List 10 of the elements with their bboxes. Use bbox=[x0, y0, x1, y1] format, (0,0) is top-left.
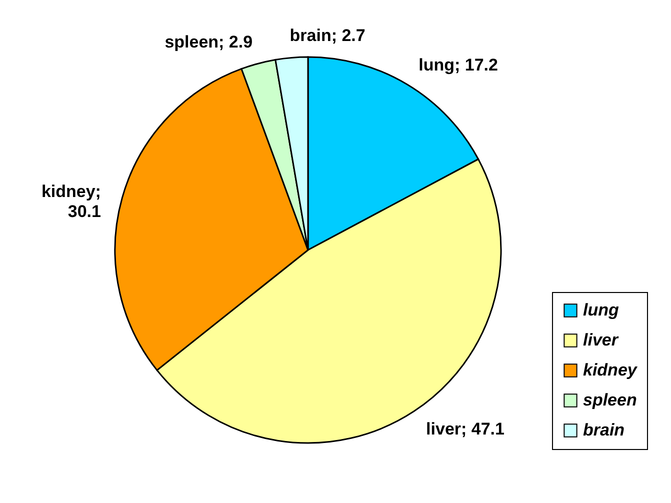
data-label: spleen; 2.9 bbox=[164, 32, 253, 52]
legend-label: spleen bbox=[583, 390, 637, 410]
data-label: kidney; 30.1 bbox=[41, 182, 101, 221]
legend-label: liver bbox=[583, 330, 620, 350]
data-label: liver; 47.1 bbox=[426, 420, 504, 439]
data-label: brain; 2.7 bbox=[290, 26, 366, 45]
legend-label: lung bbox=[583, 300, 620, 320]
legend-label: kidney bbox=[583, 360, 638, 380]
data-label: lung; 17.2 bbox=[418, 56, 498, 75]
legend-label: brain bbox=[583, 420, 625, 440]
